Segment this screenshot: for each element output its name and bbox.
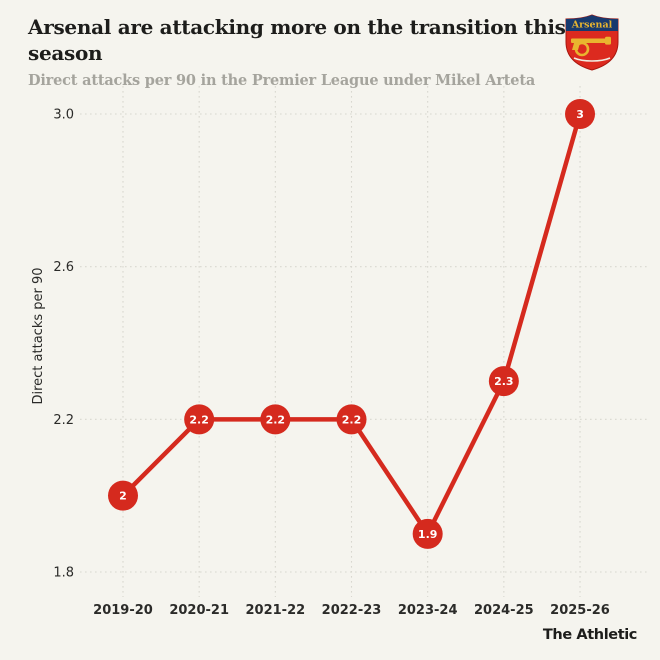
data-point-marker	[108, 480, 138, 511]
data-point-marker	[184, 404, 215, 435]
y-tick-label: 2.2	[53, 413, 74, 428]
data-point-value-label: 2.2	[189, 413, 209, 426]
crest-navy-band	[566, 15, 618, 31]
data-point-marker	[260, 404, 291, 435]
crest-cannon-icon	[571, 36, 611, 57]
x-tick-label: 2022-23	[322, 603, 382, 618]
page-subtitle: Direct attacks per 90 in the Premier Lea…	[28, 72, 536, 89]
y-axis-title: Direct attacks per 90	[31, 267, 46, 404]
y-tick-label: 3.0	[53, 108, 74, 123]
crest-ribbon	[573, 57, 611, 62]
data-point-markers: 2 2.2 2.2 2.2 1.9 2.3 3	[108, 99, 596, 549]
x-tick-label: 2020-21	[169, 603, 229, 618]
data-point-value-label: 3	[576, 108, 584, 121]
data-point-marker	[488, 366, 519, 397]
y-tick-label: 2.6	[53, 260, 74, 275]
x-tick-label: 2021-22	[246, 603, 306, 618]
data-point-value-label: 2.2	[342, 413, 362, 426]
crest-club-name: Arsenal	[571, 20, 613, 31]
y-tick-label: 1.8	[53, 566, 74, 581]
page-title: Arsenal are attacking more on the transi…	[28, 15, 566, 65]
data-point-value-label: 1.9	[418, 528, 438, 541]
data-point-value-label: 2.2	[266, 413, 286, 426]
x-tick-label: 2025-26	[550, 603, 610, 618]
x-axis-tick-labels: 2019-20 2020-21 2021-22 2022-23 2023-24 2024-…	[93, 603, 610, 618]
arsenal-crest-logo: Arsenal	[565, 14, 619, 71]
data-point-value-label: 2.3	[494, 375, 514, 388]
data-point-marker	[336, 404, 367, 435]
data-point-marker	[412, 518, 443, 549]
y-axis-tick-labels: 1.8 2.2 2.6 3.0	[53, 108, 74, 581]
gridlines	[80, 86, 648, 597]
x-tick-label: 2024-25	[474, 603, 534, 618]
chart-header: Arsenal are attacking more on the transi…	[28, 14, 632, 89]
data-point-marker	[565, 99, 596, 129]
x-tick-label: 2019-20	[93, 603, 153, 618]
x-tick-label: 2023-24	[398, 603, 458, 618]
data-point-value-label: 2	[119, 490, 127, 503]
brand-watermark: The Athletic	[542, 627, 637, 643]
